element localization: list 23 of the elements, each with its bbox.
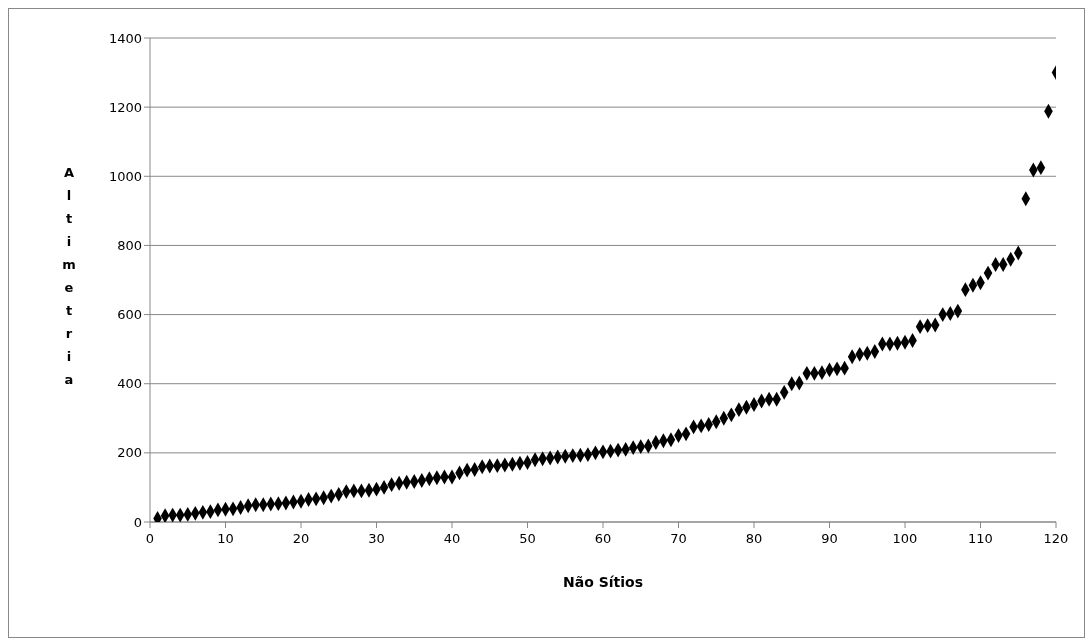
x-tick-label: 10 (217, 531, 234, 547)
x-axis-title: Não Sítios (563, 573, 643, 590)
x-tick-label: 50 (519, 531, 536, 547)
y-tick-label: 1000 (108, 168, 142, 184)
x-tick-label: 60 (594, 531, 612, 547)
x-tick-label: 30 (368, 531, 385, 547)
x-tick-label: 100 (892, 531, 918, 547)
x-tick-label: 70 (670, 531, 687, 547)
x-tick-label: 120 (1043, 531, 1069, 547)
x-tick-label: 110 (968, 531, 993, 547)
y-tick-label: 0 (133, 514, 142, 530)
x-tick-label: 0 (145, 531, 155, 547)
y-tick-label: 800 (117, 238, 142, 254)
y-tick-label: 1200 (108, 99, 142, 115)
x-tick-label: 90 (821, 531, 838, 547)
x-tick-label: 80 (745, 531, 763, 547)
y-tick-label: 600 (117, 307, 142, 323)
text: Altimetria (62, 164, 76, 387)
x-tick-label: 40 (443, 531, 461, 547)
y-tick-label: 1400 (108, 30, 142, 46)
y-tick-label: 400 (117, 376, 142, 392)
y-tick-label: 200 (117, 445, 142, 461)
x-tick-label: 20 (292, 531, 310, 547)
